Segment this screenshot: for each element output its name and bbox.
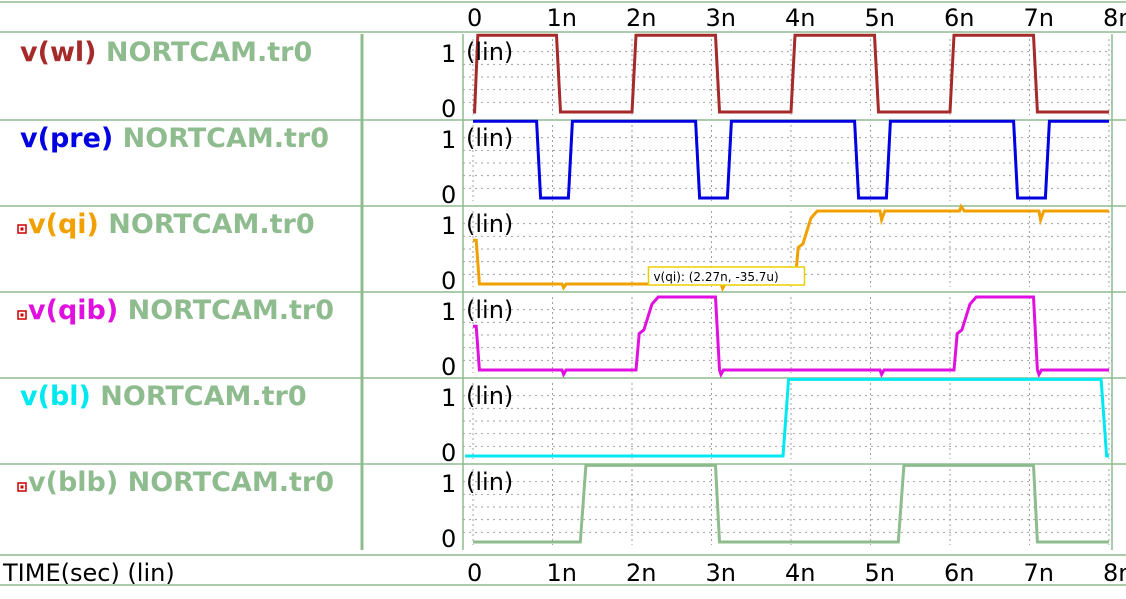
signal-name: v(wl) (20, 37, 106, 68)
y-tick-label: 1 (441, 384, 456, 412)
signal-source: NORTCAM.tr0 (106, 37, 312, 68)
y-tick-label: 1 (441, 126, 456, 154)
y-tick-label: 0 (441, 181, 456, 209)
x-axis-label: TIME(sec) (lin) (2, 559, 175, 587)
x-tick-label-top: 7n (1024, 4, 1054, 32)
signal-label[interactable]: v(blb) NORTCAM.tr0 (28, 467, 334, 498)
x-tick-label-bottom: 0 (467, 559, 482, 587)
signal-source: NORTCAM.tr0 (128, 295, 334, 326)
y-tick-label: 1 (441, 212, 456, 240)
y-tick-label: 0 (441, 353, 456, 381)
signal-label[interactable]: v(wl) NORTCAM.tr0 (20, 37, 312, 68)
x-tick-label-top: 6n (944, 4, 974, 32)
x-tick-label-bottom: 7n (1024, 559, 1054, 587)
annotation-box (647, 266, 806, 286)
signal-name: v(bl) (20, 381, 100, 412)
axis-ticks: 10(lin)10(lin)10(lin)10(lin)10(lin)10(li… (441, 4, 1126, 587)
signal-name: v(blb) (28, 467, 128, 498)
signal-name: v(qi) (28, 209, 108, 240)
panel-frame (0, 1, 1126, 586)
x-tick-label-top: 3n (706, 4, 736, 32)
y-scale-label: (lin) (466, 382, 513, 410)
signal-marker-dot (20, 485, 24, 489)
trace-vwl (473, 33, 1109, 114)
trace-vpre (473, 119, 1109, 200)
y-tick-label: 1 (441, 298, 456, 326)
y-scale-label: (lin) (466, 296, 513, 324)
x-tick-label-bottom: 6n (944, 559, 974, 587)
y-scale-label: (lin) (466, 468, 513, 496)
x-tick-label-top: 5n (865, 4, 895, 32)
signal-marker-dot (20, 227, 24, 231)
annotation-text: v(qi): (2.27n, -35.7u) (653, 270, 778, 284)
x-tick-label-bottom: 3n (706, 559, 736, 587)
x-tick-label-bottom: 4n (785, 559, 815, 587)
plot-grid (463, 39, 1112, 545)
y-tick-label: 1 (441, 40, 456, 68)
signal-label[interactable]: v(pre) NORTCAM.tr0 (20, 123, 329, 154)
x-tick-label-bottom: 8n (1103, 559, 1126, 587)
signal-marker-dot (20, 313, 24, 317)
y-tick-label: 0 (441, 95, 456, 123)
y-scale-label: (lin) (466, 124, 513, 152)
signal-name: v(pre) (20, 123, 123, 154)
x-tick-label-top: 0 (467, 4, 482, 32)
y-tick-label: 1 (441, 470, 456, 498)
signal-label[interactable]: v(bl) NORTCAM.tr0 (20, 381, 307, 412)
x-tick-label-top: 8n (1103, 4, 1126, 32)
signal-traces (465, 33, 1109, 544)
trace-vqi (473, 203, 1109, 293)
y-tick-label: 0 (441, 267, 456, 295)
signal-source: NORTCAM.tr0 (123, 123, 329, 154)
signal-name: v(qib) (28, 295, 128, 326)
trace-vblb (473, 463, 1109, 544)
y-scale-label: (lin) (466, 210, 513, 238)
x-tick-label-bottom: 1n (547, 559, 577, 587)
trace-vqib (473, 295, 1109, 379)
y-scale-label: (lin) (466, 38, 513, 66)
x-tick-label-bottom: 2n (626, 559, 656, 587)
signal-source: NORTCAM.tr0 (100, 381, 306, 412)
cursor-annotation[interactable]: v(qi): (2.27n, -35.7u) (647, 266, 806, 286)
trace-vbl (465, 377, 1109, 458)
x-tick-label-top: 4n (785, 4, 815, 32)
x-tick-label-top: 2n (626, 4, 656, 32)
signal-source: NORTCAM.tr0 (128, 467, 334, 498)
x-tick-label-bottom: 5n (865, 559, 895, 587)
y-tick-label: 0 (441, 525, 456, 553)
signal-source: NORTCAM.tr0 (108, 209, 314, 240)
y-tick-label: 0 (441, 439, 456, 467)
signal-label[interactable]: v(qib) NORTCAM.tr0 (28, 295, 334, 326)
x-tick-label-top: 1n (547, 4, 577, 32)
signal-label[interactable]: v(qi) NORTCAM.tr0 (28, 209, 315, 240)
